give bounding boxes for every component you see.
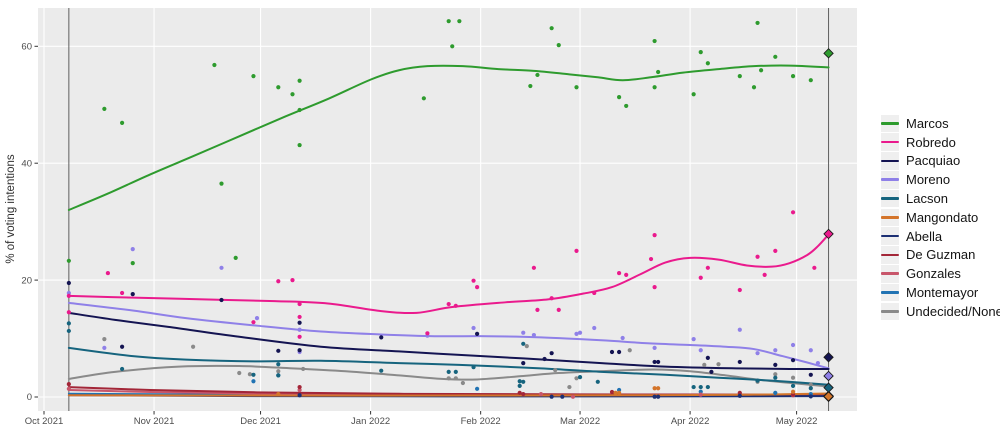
legend-label: Montemayor xyxy=(906,285,979,301)
x-tick-label: Feb 2022 xyxy=(461,416,501,427)
x-tick-label: Dec 2021 xyxy=(240,416,281,427)
legend-key-swatch xyxy=(881,133,899,151)
y-tick-label: 40 xyxy=(21,158,32,169)
legend-label: Undecided/None xyxy=(906,303,1000,319)
series-line-undecided-none xyxy=(67,364,830,388)
legend-item-marcos: Marcos xyxy=(881,114,1000,133)
series-points-de-guzman xyxy=(66,382,796,397)
series-points-lacson xyxy=(66,321,813,391)
series-points-pacquiao xyxy=(66,280,813,377)
x-tick-label: Oct 2021 xyxy=(25,416,64,427)
y-tick-label: 0 xyxy=(27,392,32,403)
series-line-pacquiao xyxy=(67,311,830,370)
legend-key-swatch xyxy=(881,152,899,170)
legend-key-swatch xyxy=(881,283,899,302)
x-tick-label: May 2022 xyxy=(776,416,818,427)
series-points-robredo xyxy=(66,210,817,339)
x-tick-label: Jan 2022 xyxy=(351,416,390,427)
plot-panel xyxy=(38,8,857,411)
legend-label: Lacson xyxy=(906,191,948,207)
x-tick-label: Nov 2021 xyxy=(134,416,175,427)
axes: Oct 2021 Nov 2021 Dec 2021 Jan 2022 Feb 2022… xyxy=(21,42,817,428)
series-points-mangondato xyxy=(276,386,796,397)
legend-item-mangondato: Mangondato xyxy=(881,208,1000,227)
legend-item-undecided-none: Undecided/None xyxy=(881,302,1000,321)
y-tick-label: 20 xyxy=(21,275,32,286)
legend-label: Gonzales xyxy=(906,266,961,282)
series-line-marcos xyxy=(67,64,830,211)
legend-item-lacson: Lacson xyxy=(881,189,1000,208)
legend-item-moreno: Moreno xyxy=(881,170,1000,189)
legend-key-swatch xyxy=(881,114,899,133)
series-line-mangondato xyxy=(67,392,830,397)
series-points-moreno xyxy=(66,247,821,366)
series-points-marcos xyxy=(66,19,813,266)
legend-label: Robredo xyxy=(906,134,956,150)
legend-item-pacquiao: Pacquiao xyxy=(881,152,1000,171)
legend-key-swatch xyxy=(881,302,899,321)
legend-item-gonzales: Gonzales xyxy=(881,264,1000,283)
series-points-undecided-none xyxy=(102,337,813,390)
legend-key-swatch xyxy=(881,189,899,208)
legend-label: Moreno xyxy=(906,172,951,188)
legend-item-de-guzman: De Guzman xyxy=(881,246,1000,265)
legend-label: Abella xyxy=(906,228,943,244)
legend-key-swatch xyxy=(881,227,899,245)
x-tick-label: Mar 2022 xyxy=(560,416,600,427)
legend-label: De Guzman xyxy=(906,247,976,263)
legend-item-montemayor: Montemayor xyxy=(881,283,1000,302)
y-axis-title: % of voting intentions xyxy=(5,154,17,264)
series-line-lacson xyxy=(67,346,830,386)
y-tick-label: 60 xyxy=(21,42,32,53)
x-tick-label: Apr 2022 xyxy=(671,416,710,427)
legend-key-swatch xyxy=(881,171,899,189)
legend-label: Marcos xyxy=(906,115,949,131)
legend: Marcos Robredo Pacquiao Moreno Lacson Mangond… xyxy=(881,114,1000,321)
legend-key-swatch xyxy=(881,246,899,264)
series-line-moreno xyxy=(67,301,830,370)
election-result-diamonds xyxy=(823,48,834,402)
series-points-abella xyxy=(297,393,813,399)
legend-key-swatch xyxy=(881,265,899,283)
legend-key-swatch xyxy=(881,208,899,227)
legend-label: Pacquiao xyxy=(906,153,961,169)
legend-item-robredo: Robredo xyxy=(881,133,1000,152)
legend-label: Mangondato xyxy=(906,209,979,225)
legend-item-abella: Abella xyxy=(881,227,1000,246)
